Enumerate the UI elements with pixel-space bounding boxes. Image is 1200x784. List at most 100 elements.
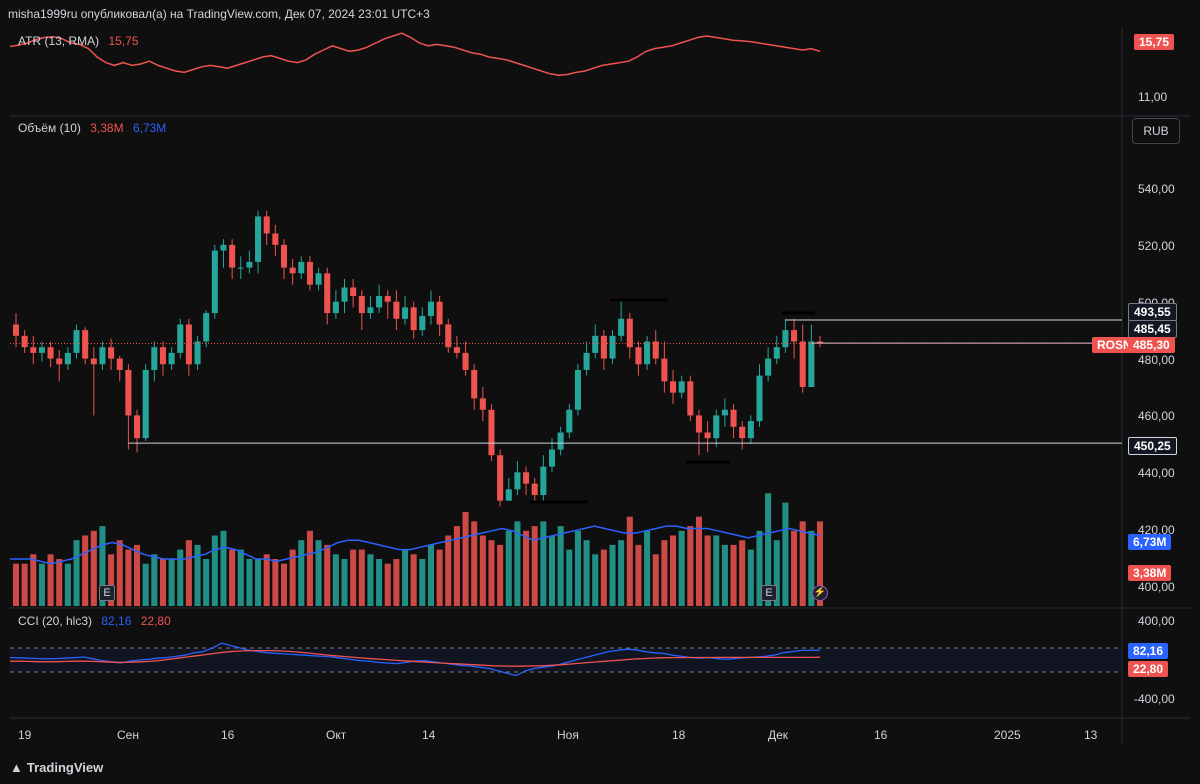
candle	[47, 347, 54, 359]
candle	[592, 335, 599, 353]
volume-bar	[644, 530, 651, 606]
atr-tick: 11,00	[1138, 90, 1168, 104]
volume-bar	[168, 559, 175, 606]
volume-bar	[635, 544, 642, 606]
candle	[799, 341, 806, 387]
candle	[652, 341, 659, 359]
volume-bar	[194, 544, 201, 606]
volume-bar	[453, 526, 460, 606]
candle	[479, 398, 486, 410]
atr-pane	[9, 32, 821, 76]
volume-bar	[298, 540, 305, 606]
volume-bar	[704, 535, 711, 606]
volume-bar	[220, 530, 227, 606]
volume-bar	[177, 549, 184, 606]
candle	[185, 324, 192, 365]
volume-bar	[670, 535, 677, 606]
candle	[419, 315, 426, 331]
volume-bar	[592, 554, 599, 606]
flash-icon[interactable]: ⚡	[812, 585, 828, 601]
volume-bar	[497, 544, 504, 606]
candle	[341, 287, 348, 302]
candle	[574, 369, 581, 410]
volume-bar	[808, 530, 815, 606]
candle	[159, 347, 166, 365]
volume-bar	[566, 549, 573, 606]
candle	[505, 489, 512, 501]
volume-bar	[159, 559, 166, 606]
volume-bar	[30, 554, 37, 606]
candle	[177, 324, 184, 353]
support-tag: 450,25	[1128, 437, 1177, 455]
volume-bar	[505, 530, 512, 606]
candle	[635, 347, 642, 365]
volume-bar	[393, 559, 400, 606]
tradingview-logo[interactable]: ▲ TradingView	[10, 760, 103, 775]
cci-ma-line	[10, 649, 821, 667]
atr-line	[9, 32, 821, 76]
atr-value: 15,75	[108, 34, 139, 48]
volume-bar	[82, 535, 89, 606]
time-tick: Ноя	[557, 728, 579, 742]
cci-tick: -400,00	[1134, 692, 1175, 706]
candle	[194, 341, 201, 365]
candle	[739, 426, 746, 439]
candle	[531, 483, 538, 496]
volume-bar	[211, 535, 218, 606]
candle	[82, 330, 89, 359]
volume-bar	[402, 549, 409, 606]
volume-bar	[12, 563, 20, 606]
candle	[782, 330, 789, 348]
time-tick: Окт	[326, 728, 347, 742]
volume-bar	[540, 521, 547, 606]
volume-bar	[523, 530, 530, 606]
candle	[142, 369, 149, 439]
candle	[713, 415, 720, 439]
candle	[315, 273, 322, 285]
candle	[116, 358, 123, 370]
volume-bar	[324, 544, 331, 606]
candle	[367, 307, 374, 314]
time-tick: Сен	[117, 728, 139, 742]
volume-bar	[600, 549, 607, 606]
candle	[324, 273, 331, 314]
cci-legend[interactable]: CCI (20, hlc3) 82,16 22,80	[18, 614, 177, 628]
candle	[808, 341, 815, 387]
candle	[488, 409, 495, 456]
candle	[600, 335, 607, 359]
candle	[298, 261, 305, 274]
earnings-badge[interactable]: E	[99, 585, 115, 601]
volume-bar	[134, 544, 141, 606]
volume-bar	[548, 535, 556, 606]
volume-legend[interactable]: Объём (10) 3,38M 6,73M	[18, 121, 172, 135]
volume-bar	[64, 563, 71, 606]
candle	[211, 250, 218, 314]
candle	[306, 261, 313, 285]
candle	[30, 347, 37, 353]
volume-bar	[609, 544, 616, 606]
volume-value: 3,38M	[90, 121, 124, 135]
atr-tag: 15,75	[1134, 34, 1175, 50]
candle	[609, 335, 616, 359]
volume-bar	[229, 549, 236, 606]
candle	[263, 216, 270, 234]
volume-bar	[721, 544, 728, 606]
candle	[280, 244, 288, 268]
earnings-badge[interactable]: E	[761, 585, 777, 601]
price-tick: 400,00	[1138, 580, 1175, 594]
volume-bar	[203, 559, 210, 606]
currency-button[interactable]: RUB	[1132, 118, 1180, 144]
cci-ma-tag: 22,80	[1128, 661, 1169, 677]
time-tick: Дек	[768, 728, 789, 742]
volume-bar	[47, 554, 54, 606]
atr-label: ATR (13, RMA)	[18, 34, 100, 48]
candle	[229, 244, 236, 268]
ticker-tag: ROSN	[1092, 337, 1137, 353]
volume-bar	[99, 526, 106, 606]
atr-legend[interactable]: ATR (13, RMA) 15,75	[18, 34, 145, 48]
candle	[557, 432, 564, 450]
time-tick: 16	[874, 728, 888, 742]
candle	[38, 347, 45, 353]
volume-bar	[272, 559, 279, 606]
